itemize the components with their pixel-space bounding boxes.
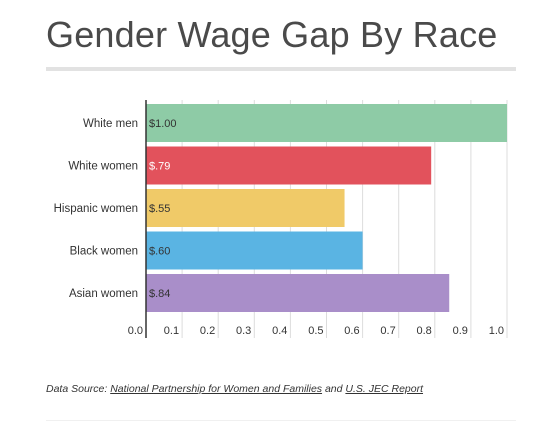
x-tick-label: 1.0: [489, 325, 504, 337]
data-source: Data Source: National Partnership for Wo…: [46, 383, 423, 395]
category-label: Hispanic women: [54, 203, 138, 215]
source-link-national-partnership[interactable]: National Partnership for Women and Famil…: [110, 383, 323, 395]
x-tick-label: 0.5: [308, 325, 323, 337]
x-tick-label: 0.2: [200, 325, 215, 337]
bar-value-label: $.55: [149, 203, 170, 215]
bar-value-label: $.79: [149, 161, 170, 173]
source-link-jec-report[interactable]: U.S. JEC Report: [345, 383, 424, 395]
bar-value-label: $.84: [149, 288, 170, 300]
x-tick-label: 0.3: [236, 325, 251, 337]
bar: [146, 104, 507, 142]
bar: [146, 189, 345, 227]
title-divider: [46, 67, 516, 71]
bar-value-label: $1.00: [149, 118, 177, 130]
source-conjunction: and: [322, 383, 346, 395]
x-tick-label: 0.6: [344, 325, 359, 337]
x-tick-label: 0.1: [164, 325, 179, 337]
chart-title: Gender Wage Gap By Race: [46, 14, 498, 55]
x-tick-label: 0.8: [417, 325, 432, 337]
bar: [146, 274, 450, 312]
bottom-divider: [46, 420, 516, 421]
source-prefix: Data Source:: [46, 383, 111, 395]
bar: [146, 231, 363, 270]
category-label: White women: [68, 161, 138, 173]
category-label: Black women: [70, 246, 138, 258]
category-label: Asian women: [69, 288, 138, 300]
x-tick-label: 0.0: [128, 325, 143, 337]
category-label: White men: [83, 118, 138, 130]
x-tick-label: 0.4: [272, 325, 287, 337]
bar: [146, 146, 432, 185]
bar-value-label: $.60: [149, 246, 170, 258]
x-tick-label: 0.9: [453, 325, 468, 337]
x-tick-label: 0.7: [380, 325, 395, 337]
